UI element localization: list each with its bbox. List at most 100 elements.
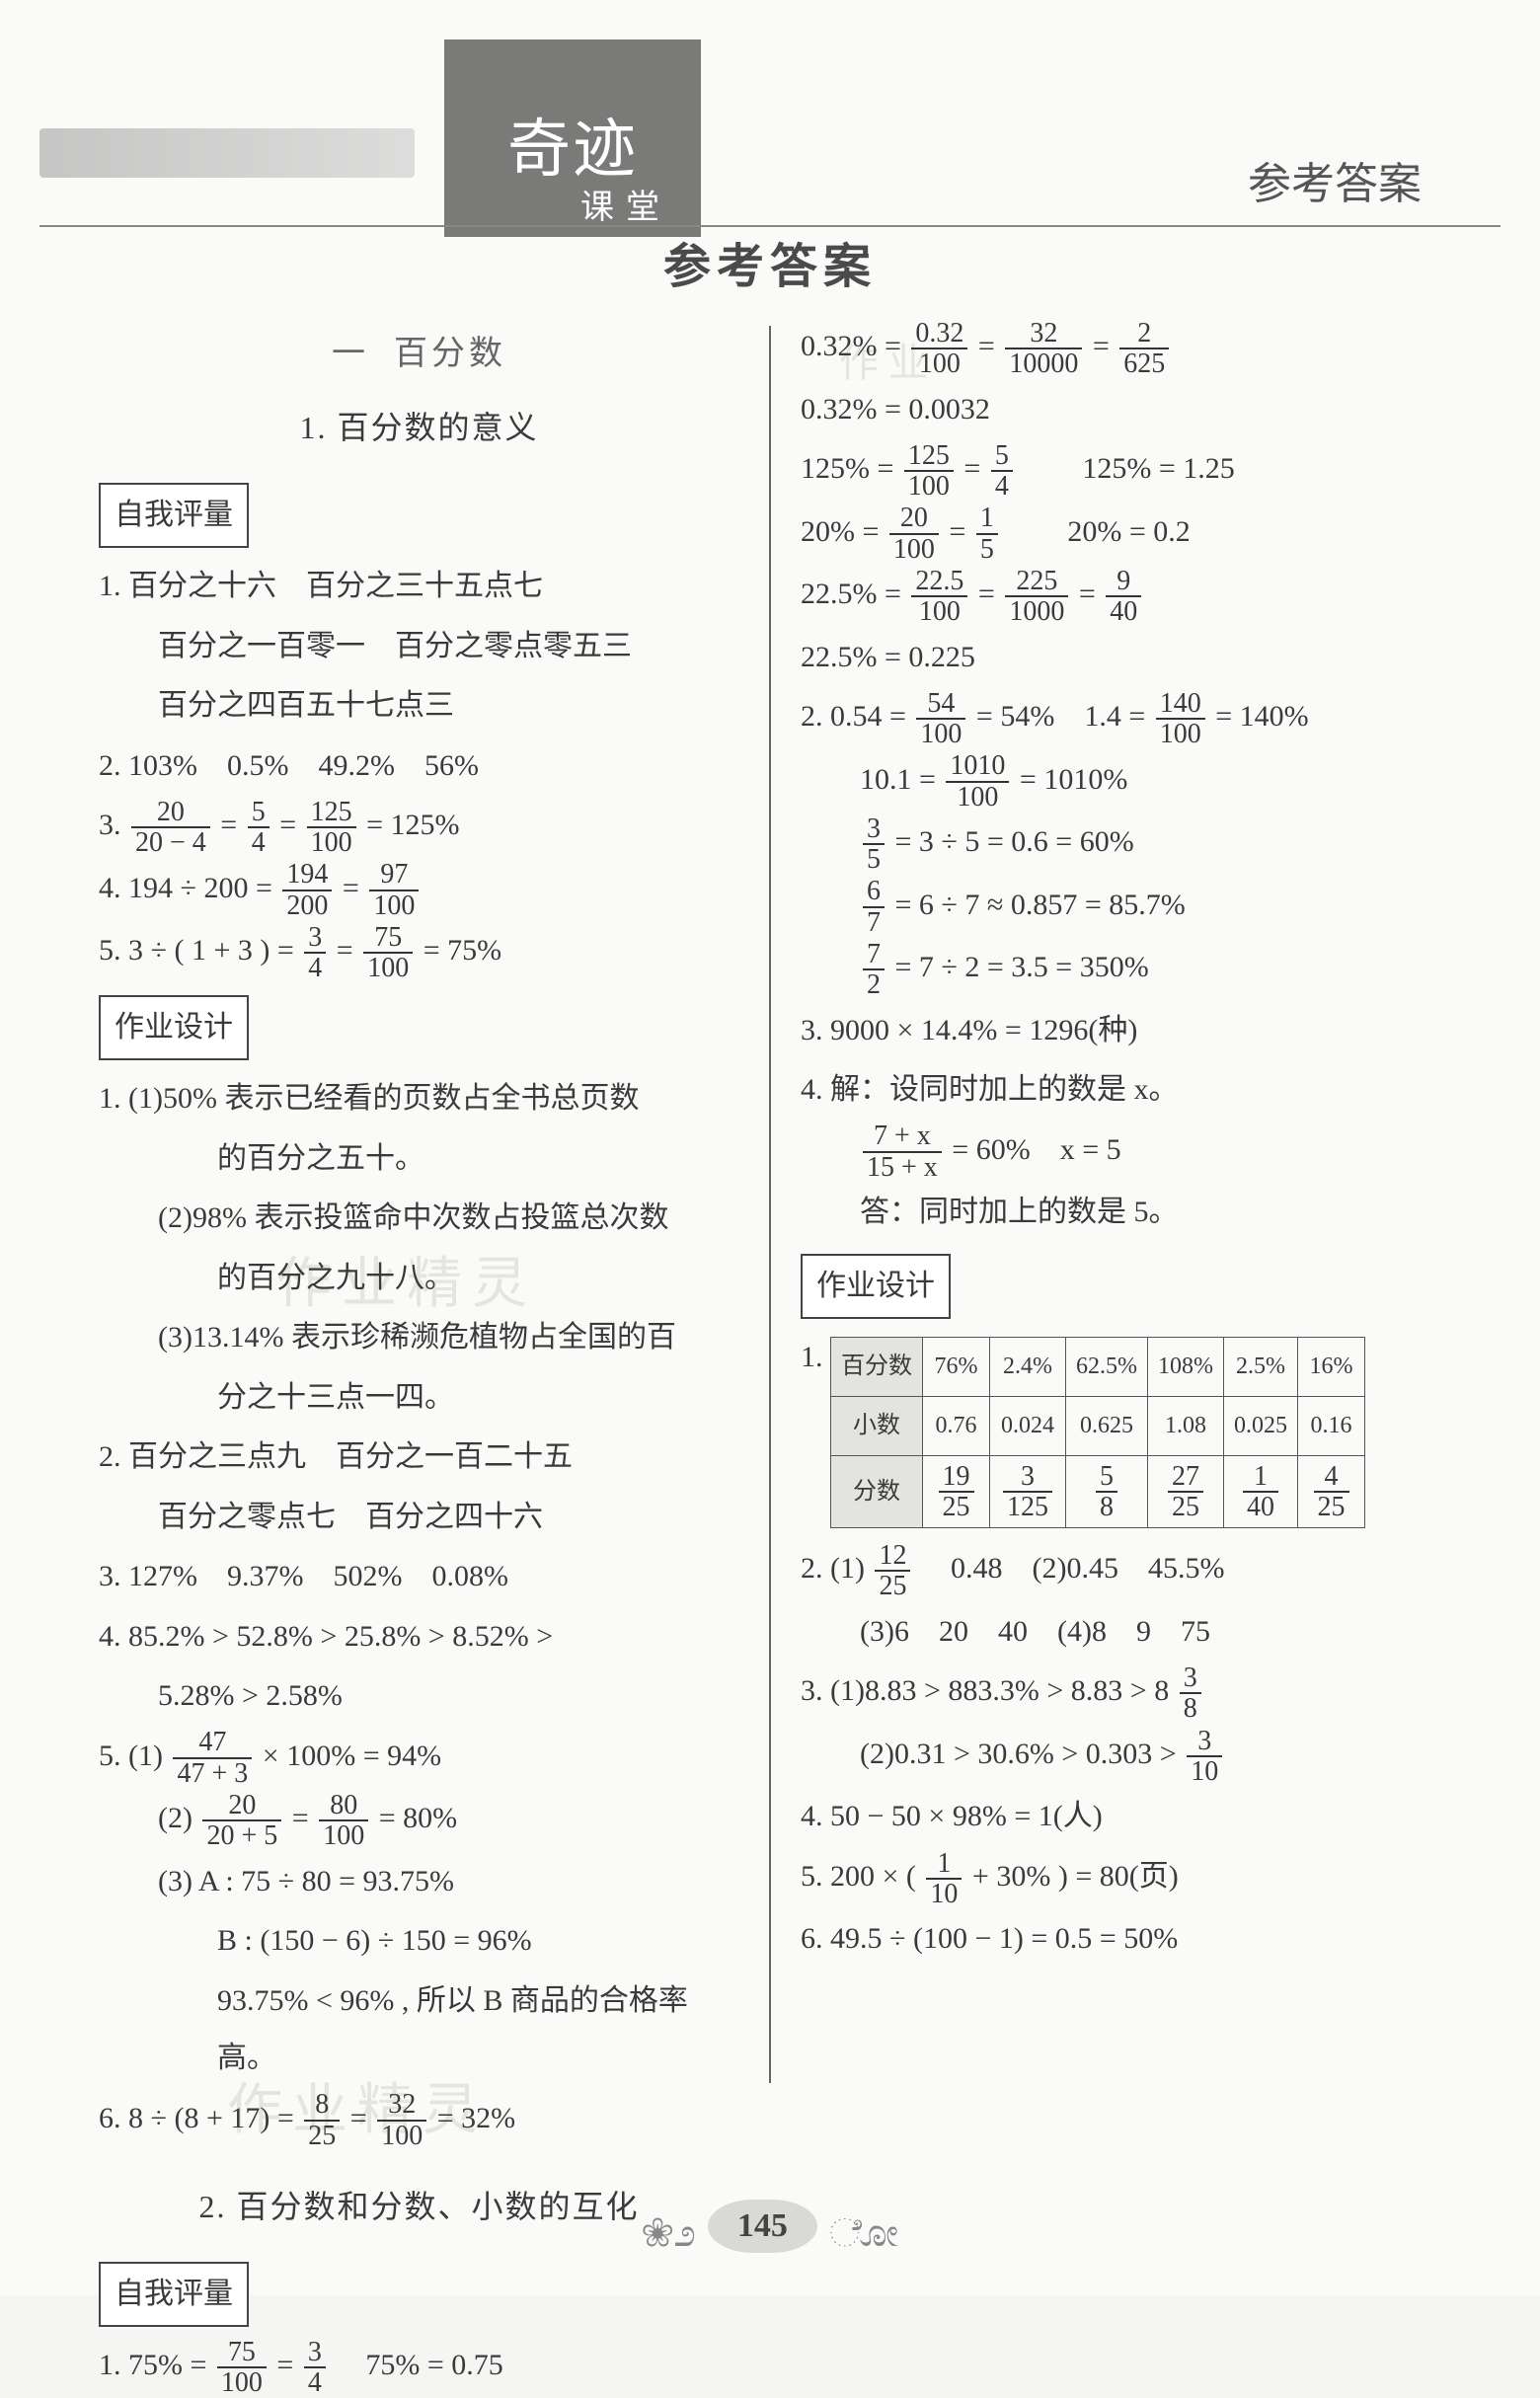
answer-line: (2)98% 表示投篮命中次数占投篮总次数	[99, 1190, 739, 1248]
answer-line: 0.32% = 0.32100 = 3210000 = 2625	[801, 318, 1441, 379]
answer-line: 答：同时加上的数是 5。	[801, 1184, 1441, 1242]
text: = 140%	[1215, 700, 1308, 733]
homework-label: 作业设计	[801, 1254, 951, 1320]
flourish-left-icon: ❀೨	[642, 2209, 696, 2256]
text: = 54% 1.4 =	[976, 700, 1145, 733]
text: = 75%	[424, 934, 501, 967]
page-header: 奇迹 课堂 参考答案	[0, 39, 1540, 178]
text: 3. (1)8.83 > 883.3% > 8.83 > 8	[801, 1674, 1169, 1707]
fraction: 825	[304, 2090, 340, 2150]
page-footer: ❀೨ 145 ೋ	[0, 2200, 1540, 2256]
text: 5. (1)	[99, 1740, 163, 1772]
fraction: 38	[1180, 1663, 1201, 1724]
table-cell: 0.625	[1066, 1396, 1148, 1455]
table-cell: 0.024	[990, 1396, 1066, 1455]
text: 10.1 =	[860, 763, 936, 796]
text: (2)0.31 > 30.6% > 0.303 >	[860, 1738, 1177, 1770]
answer-line: 67 = 6 ÷ 7 ≈ 0.857 = 85.7%	[801, 877, 1441, 938]
fraction: 80100	[319, 1791, 368, 1851]
answer-line: (2) 2020 + 5 = 80100 = 80%	[99, 1790, 739, 1851]
answer-line: 百分之四百五十七点三	[99, 677, 739, 735]
fraction: 7 + x15 + x	[863, 1122, 942, 1182]
fraction: 15	[976, 503, 998, 564]
text: = 1010%	[1020, 763, 1127, 796]
brand-block: 奇迹 课堂	[444, 39, 701, 237]
answer-line: 的百分之九十八。	[99, 1250, 739, 1308]
answer-line: 4. 85.2% > 52.8% > 25.8% > 8.52% >	[99, 1608, 739, 1666]
fraction: 1010100	[946, 751, 1009, 812]
brand-logo-main: 奇迹	[444, 39, 701, 190]
answer-line: 3. 2020 − 4 = 54 = 125100 = 125%	[99, 797, 739, 858]
table-cell: 16%	[1298, 1338, 1365, 1397]
text: 20% =	[801, 515, 879, 548]
answer-line: B : (150 − 6) ÷ 150 = 96%	[99, 1912, 739, 1971]
answer-line: 4. 解：设同时加上的数是 x。	[801, 1061, 1441, 1120]
table-cell: 0.025	[1224, 1396, 1298, 1455]
fraction: 75100	[363, 923, 413, 983]
table-cell: 425	[1298, 1455, 1365, 1528]
row-head: 小数	[831, 1396, 923, 1455]
answer-line: (3)6 20 40 (4)8 9 75	[801, 1603, 1441, 1662]
fraction: 140100	[1156, 689, 1205, 749]
text: = 3 ÷ 5 = 0.6 = 60%	[895, 825, 1134, 858]
page-title: 参考答案	[0, 227, 1540, 296]
answer-line: 1. 百分数 76% 2.4% 62.5% 108% 2.5% 16% 小数 0…	[801, 1329, 1441, 1538]
text: 5. 3 ÷ ( 1 + 3 ) =	[99, 934, 294, 967]
fraction: 310	[1187, 1727, 1222, 1787]
text: 125% = 1.25	[1023, 452, 1234, 485]
fraction: 940	[1106, 567, 1141, 627]
answer-line: 5. (1) 4747 + 3 × 100% = 94%	[99, 1728, 739, 1789]
conversion-table: 百分数 76% 2.4% 62.5% 108% 2.5% 16% 小数 0.76…	[830, 1337, 1365, 1528]
table-cell: 108%	[1148, 1338, 1224, 1397]
table-cell: 2725	[1148, 1455, 1224, 1528]
table-cell: 2.4%	[990, 1338, 1066, 1397]
text: 22.5% =	[801, 578, 901, 610]
fraction: 125100	[307, 798, 356, 858]
fraction: 54100	[916, 689, 965, 749]
fraction: 54	[248, 798, 270, 858]
answer-line: 3. 127% 9.37% 502% 0.08%	[99, 1548, 739, 1606]
fraction: 1225	[875, 1541, 910, 1601]
table-row: 百分数 76% 2.4% 62.5% 108% 2.5% 16%	[831, 1338, 1365, 1397]
answer-line: 1. (1)50% 表示已经看的页数占全书总页数	[99, 1070, 739, 1128]
answer-line: 分之十三点一四。	[99, 1369, 739, 1428]
answer-line: 6. 8 ÷ (8 + 17) = 825 = 32100 = 32%	[99, 2090, 739, 2151]
header-ornament-icon	[39, 128, 415, 178]
table-cell: 62.5%	[1066, 1338, 1148, 1397]
answer-line: 5.28% > 2.58%	[99, 1667, 739, 1726]
answer-line: 2. 0.54 = 54100 = 54% 1.4 = 140100 = 140…	[801, 688, 1441, 749]
answer-line: 7 + x15 + x = 60% x = 5	[801, 1122, 1441, 1183]
answer-line: 3. 9000 × 14.4% = 1296(种)	[801, 1002, 1441, 1060]
table-cell: 0.16	[1298, 1396, 1365, 1455]
fraction: 110	[926, 1849, 962, 1909]
fraction: 34	[304, 923, 326, 983]
answer-line: 2. 103% 0.5% 49.2% 56%	[99, 737, 739, 796]
text: 6. 8 ÷ (8 + 17) =	[99, 2102, 294, 2134]
content-columns: 一 百分数 1. 百分数的意义 自我评量 1. 百分之十六 百分之三十五点七 百…	[79, 316, 1461, 2177]
text: (2)	[158, 1802, 192, 1834]
table-cell: 76%	[923, 1338, 990, 1397]
table-cell: 3125	[990, 1455, 1066, 1528]
text: 2. 0.54 =	[801, 700, 906, 733]
self-eval-label: 自我评量	[99, 2262, 249, 2328]
answer-line: 10.1 = 1010100 = 1010%	[801, 751, 1441, 812]
self-eval-label: 自我评量	[99, 483, 249, 549]
header-section-label: 参考答案	[1248, 148, 1422, 211]
text: 1. 75% =	[99, 2349, 206, 2381]
answer-line: 0.32% = 0.0032	[801, 381, 1441, 439]
answer-line: (2)0.31 > 30.6% > 0.303 > 310	[801, 1726, 1441, 1787]
row-head: 百分数	[831, 1338, 923, 1397]
text: 75% = 0.75	[336, 2349, 502, 2381]
fraction: 20100	[889, 503, 939, 564]
answer-line: 5. 3 ÷ ( 1 + 3 ) = 34 = 75100 = 75%	[99, 922, 739, 983]
answer-line: 1. 75% = 75100 = 34 75% = 0.75	[99, 2337, 739, 2398]
text: = 80%	[379, 1802, 457, 1834]
answer-line: 125% = 125100 = 54 125% = 1.25	[801, 440, 1441, 502]
answer-key-page: 奇迹 课堂 参考答案 参考答案 作业精灵 作业精灵 作业 一 百分数 1. 百分…	[0, 0, 1540, 2295]
fraction: 2625	[1119, 319, 1169, 379]
text: 20% = 0.2	[1008, 515, 1190, 548]
table-cell: 0.76	[923, 1396, 990, 1455]
answer-line: 5. 200 × ( 110 + 30% ) = 80(页)	[801, 1848, 1441, 1909]
answer-line: 2. (1) 1225 0.48 (2)0.45 45.5%	[801, 1540, 1441, 1601]
text: 5. 200 × (	[801, 1860, 916, 1893]
